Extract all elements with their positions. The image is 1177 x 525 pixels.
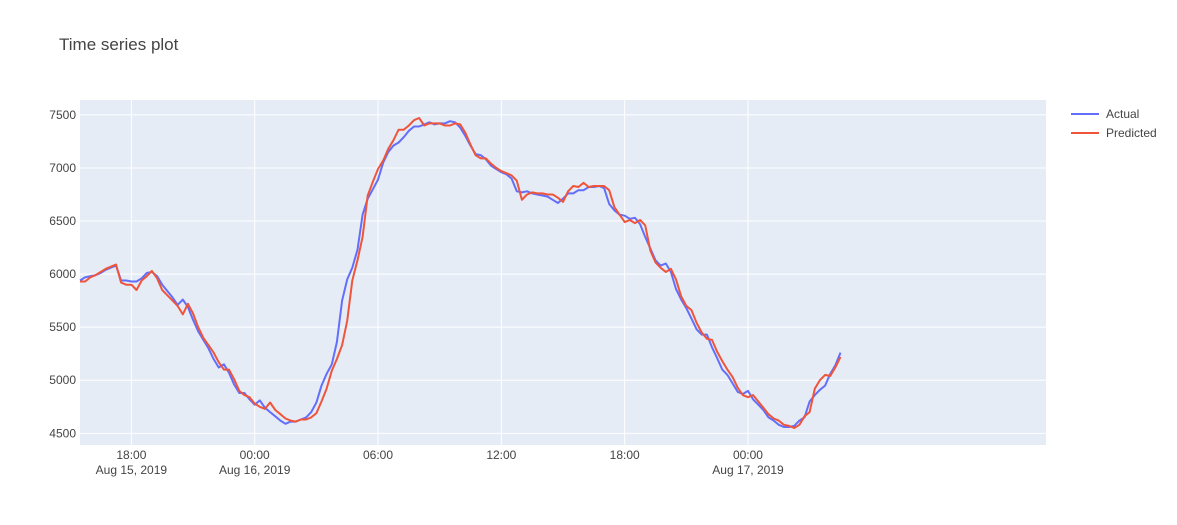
y-gridlines: [80, 114, 1046, 434]
y-tick-label: 5500: [49, 320, 76, 334]
y-tick-label: 6000: [49, 267, 76, 281]
x-tick-label: 12:00: [486, 448, 516, 462]
x-tick-date-label: Aug 16, 2019: [219, 463, 291, 477]
series-line-predicted: [80, 117, 842, 429]
plot-area: [80, 100, 1046, 445]
legend-label: Predicted: [1106, 126, 1157, 140]
x-gridlines: [130, 100, 749, 445]
legend[interactable]: Actual Predicted: [1071, 107, 1157, 140]
x-tick-label: 00:00: [733, 448, 763, 462]
y-tick-label: 4500: [49, 426, 76, 440]
x-tick-label: 18:00: [610, 448, 640, 462]
y-tick-label: 7000: [49, 161, 76, 175]
chart-title: Time series plot: [59, 35, 179, 54]
series-layer: [79, 117, 842, 429]
x-tick-label: 18:00: [116, 448, 146, 462]
y-tick-label: 5000: [49, 373, 76, 387]
legend-label: Actual: [1106, 107, 1139, 121]
legend-item-predicted[interactable]: Predicted: [1071, 126, 1157, 140]
series-line-actual: [79, 120, 842, 428]
x-tick-date-label: Aug 15, 2019: [96, 463, 168, 477]
x-tick-label: 06:00: [363, 448, 393, 462]
y-tick-label: 6500: [49, 214, 76, 228]
x-tick-label: 00:00: [240, 448, 270, 462]
y-axis-ticks: 4500 5000 5500 6000 6500 7000 7500: [49, 108, 76, 440]
x-tick-date-label: Aug 17, 2019: [712, 463, 784, 477]
legend-item-actual[interactable]: Actual: [1071, 107, 1139, 121]
y-tick-label: 7500: [49, 108, 76, 122]
